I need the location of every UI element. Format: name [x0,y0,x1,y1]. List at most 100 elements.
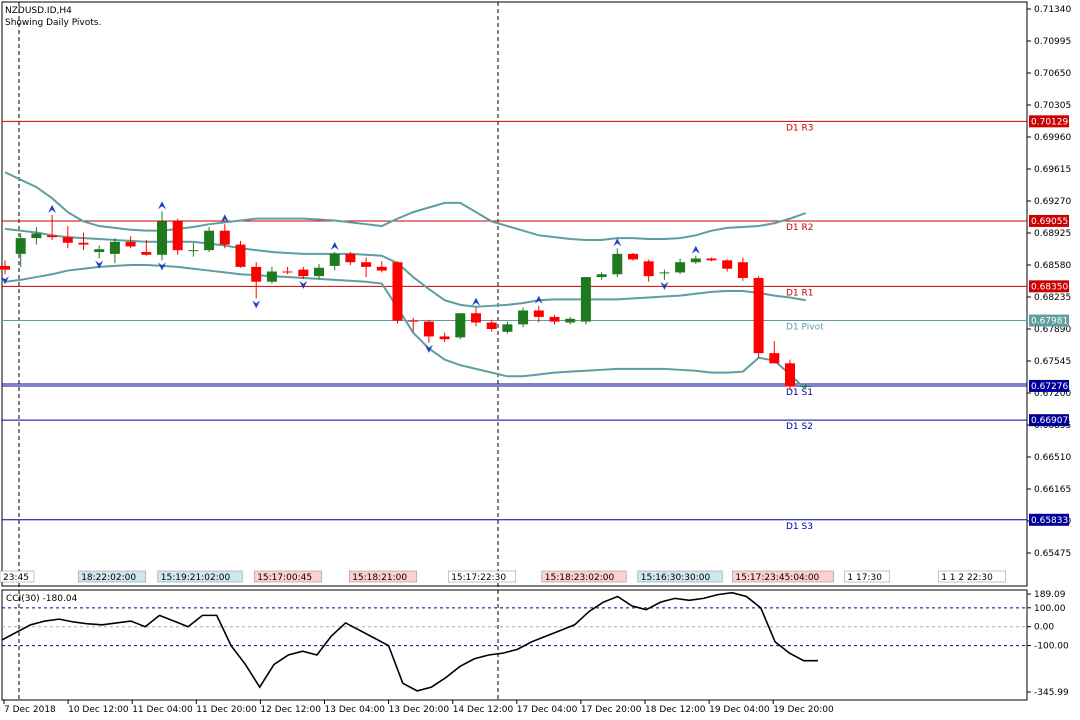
time-tick-label: 18 Dec 12:00 [645,705,706,715]
fractal-down-arrow [424,344,433,353]
candle-body [172,221,183,251]
candle-body [612,253,623,275]
session-label-box [157,570,243,583]
pivot-name: D1 S3 [786,522,813,532]
pivot-name: D1 R3 [786,123,814,133]
band-bb_upper [4,171,807,241]
candle-body [408,320,419,322]
session-time-labels: 23:45 18:22:02:00 15:19:21:02:00 15:17:00:4… [0,570,1007,583]
candle-body [266,271,277,282]
price-tick-label: 0.69960 [1034,133,1071,143]
price-tick-label: 0.69270 [1034,197,1071,207]
price-axis: 0.71340 0.70995 0.70650 0.70305 0.69960 0.696… [1027,5,1071,559]
candle-body [580,277,591,322]
cci-label: CCI(30) -180.04 [6,594,78,604]
session-label-text: 1 1 2 22:30 [941,573,993,583]
fractal-up-arrow [330,242,339,251]
candle-body [0,265,10,270]
session-label-box [253,570,323,583]
candle-body [188,250,199,252]
time-tick-label: 7 Dec 2018 [4,705,56,715]
price-tick-label: 0.68925 [1034,229,1071,239]
candle-body [125,241,136,247]
time-tick-label: 13 Dec 20:00 [389,705,450,715]
candle-body [785,363,795,387]
candle-body [675,262,686,273]
candle-body [769,353,780,364]
pivot-price-tag [1029,280,1069,293]
pivot-name: D1 S1 [786,388,813,398]
pivot-name: D1 R1 [786,288,814,298]
session-label-text: 15:18:23:02:00 [545,573,615,583]
candle-body [392,262,403,321]
candle-body [157,221,167,255]
cci-tick-label: -345.99 [1034,688,1069,698]
pivot-subtitle: Showing Daily Pivots. [5,18,101,28]
candle-body [423,321,434,337]
candle-body [753,277,764,354]
session-label-text: 15:17:22:30 [451,573,506,583]
session-label-text: 1 17:30 [847,573,882,583]
session-label-box [844,570,890,583]
cci-tick-label: 0.00 [1034,623,1054,633]
candle-body [361,262,372,267]
candle-body [345,253,356,263]
pivot-price-value: 0.69055 [1031,217,1068,227]
fractal-down-arrow [1,276,9,285]
price-tick-label: 0.67890 [1034,325,1071,335]
time-tick-label: 17 Dec 04:00 [517,705,578,715]
pivot-price-tags: 0.70129 0.69055 0.68350 0.67981 0.67276 0.669… [1029,115,1069,526]
fractal-up-arrow [613,238,622,247]
price-tick-label: 0.67545 [1034,357,1071,367]
cci-tick-label: 100.00 [1034,604,1066,614]
price-tick-label: 0.66165 [1034,485,1071,495]
candle-body [439,336,450,340]
candle-body [219,230,230,245]
pivot-price-tag [1029,214,1069,227]
candle-body [298,269,309,277]
pivot-price-value: 0.70129 [1031,117,1068,127]
symbol-label: NZDUSD.ID,H4 [5,6,72,16]
fractal-down-arrow [158,262,166,271]
candle-body [282,271,293,273]
candle-body [502,324,513,332]
fractal-up-arrow [472,297,480,306]
time-tick-label: 19 Dec 04:00 [709,705,770,715]
candle-body [314,267,324,277]
pivot-name: D1 R2 [786,223,814,233]
fractal-down-arrow [95,260,104,269]
pivot-price-value: 0.67981 [1031,317,1068,327]
pivot-price-tag [1029,513,1069,526]
cci-tick-label: 189.09 [1034,590,1066,600]
candle-body [596,274,607,278]
candle-body [78,242,89,245]
cci-panel-frame [1,589,1028,701]
candle-body [486,322,497,329]
candle-body [690,258,701,263]
session-label-text: 15:19:21:02:00 [161,573,231,583]
cci-tick-label: -100.00 [1034,642,1069,652]
fractal-up-arrow [691,245,700,254]
price-tick-label: 0.71340 [1034,5,1071,15]
price-tick-label: 0.70305 [1034,101,1071,111]
session-label-box [732,570,834,583]
candle-body [251,266,262,282]
time-tick-label: 14 Dec 12:00 [453,705,514,715]
pivot-lines: D1 R3 D1 R2 D1 R1 D1 Pivot D1 S1 D1 S2 D1 S3 [2,120,1027,532]
pivot-price-tag [1029,314,1069,327]
candle-body [31,233,42,239]
candle-body [62,237,73,243]
session-label-box [77,570,147,583]
pivot-price-value: 0.66907 [1031,416,1068,426]
price-panel-frame [1,1,1028,587]
time-tick-label: 10 Dec 12:00 [68,705,129,715]
time-tick-label: 11 Dec 20:00 [196,705,257,715]
session-label-box [937,570,1007,583]
session-label-text: 15:17:00:45 [257,573,312,583]
candle-body [565,318,576,323]
candles [0,211,811,391]
candle-body [643,261,654,277]
price-tick-label: 0.70995 [1034,37,1071,47]
time-tick-label: 13 Dec 04:00 [325,705,386,715]
price-tick-label: 0.68235 [1034,293,1071,303]
